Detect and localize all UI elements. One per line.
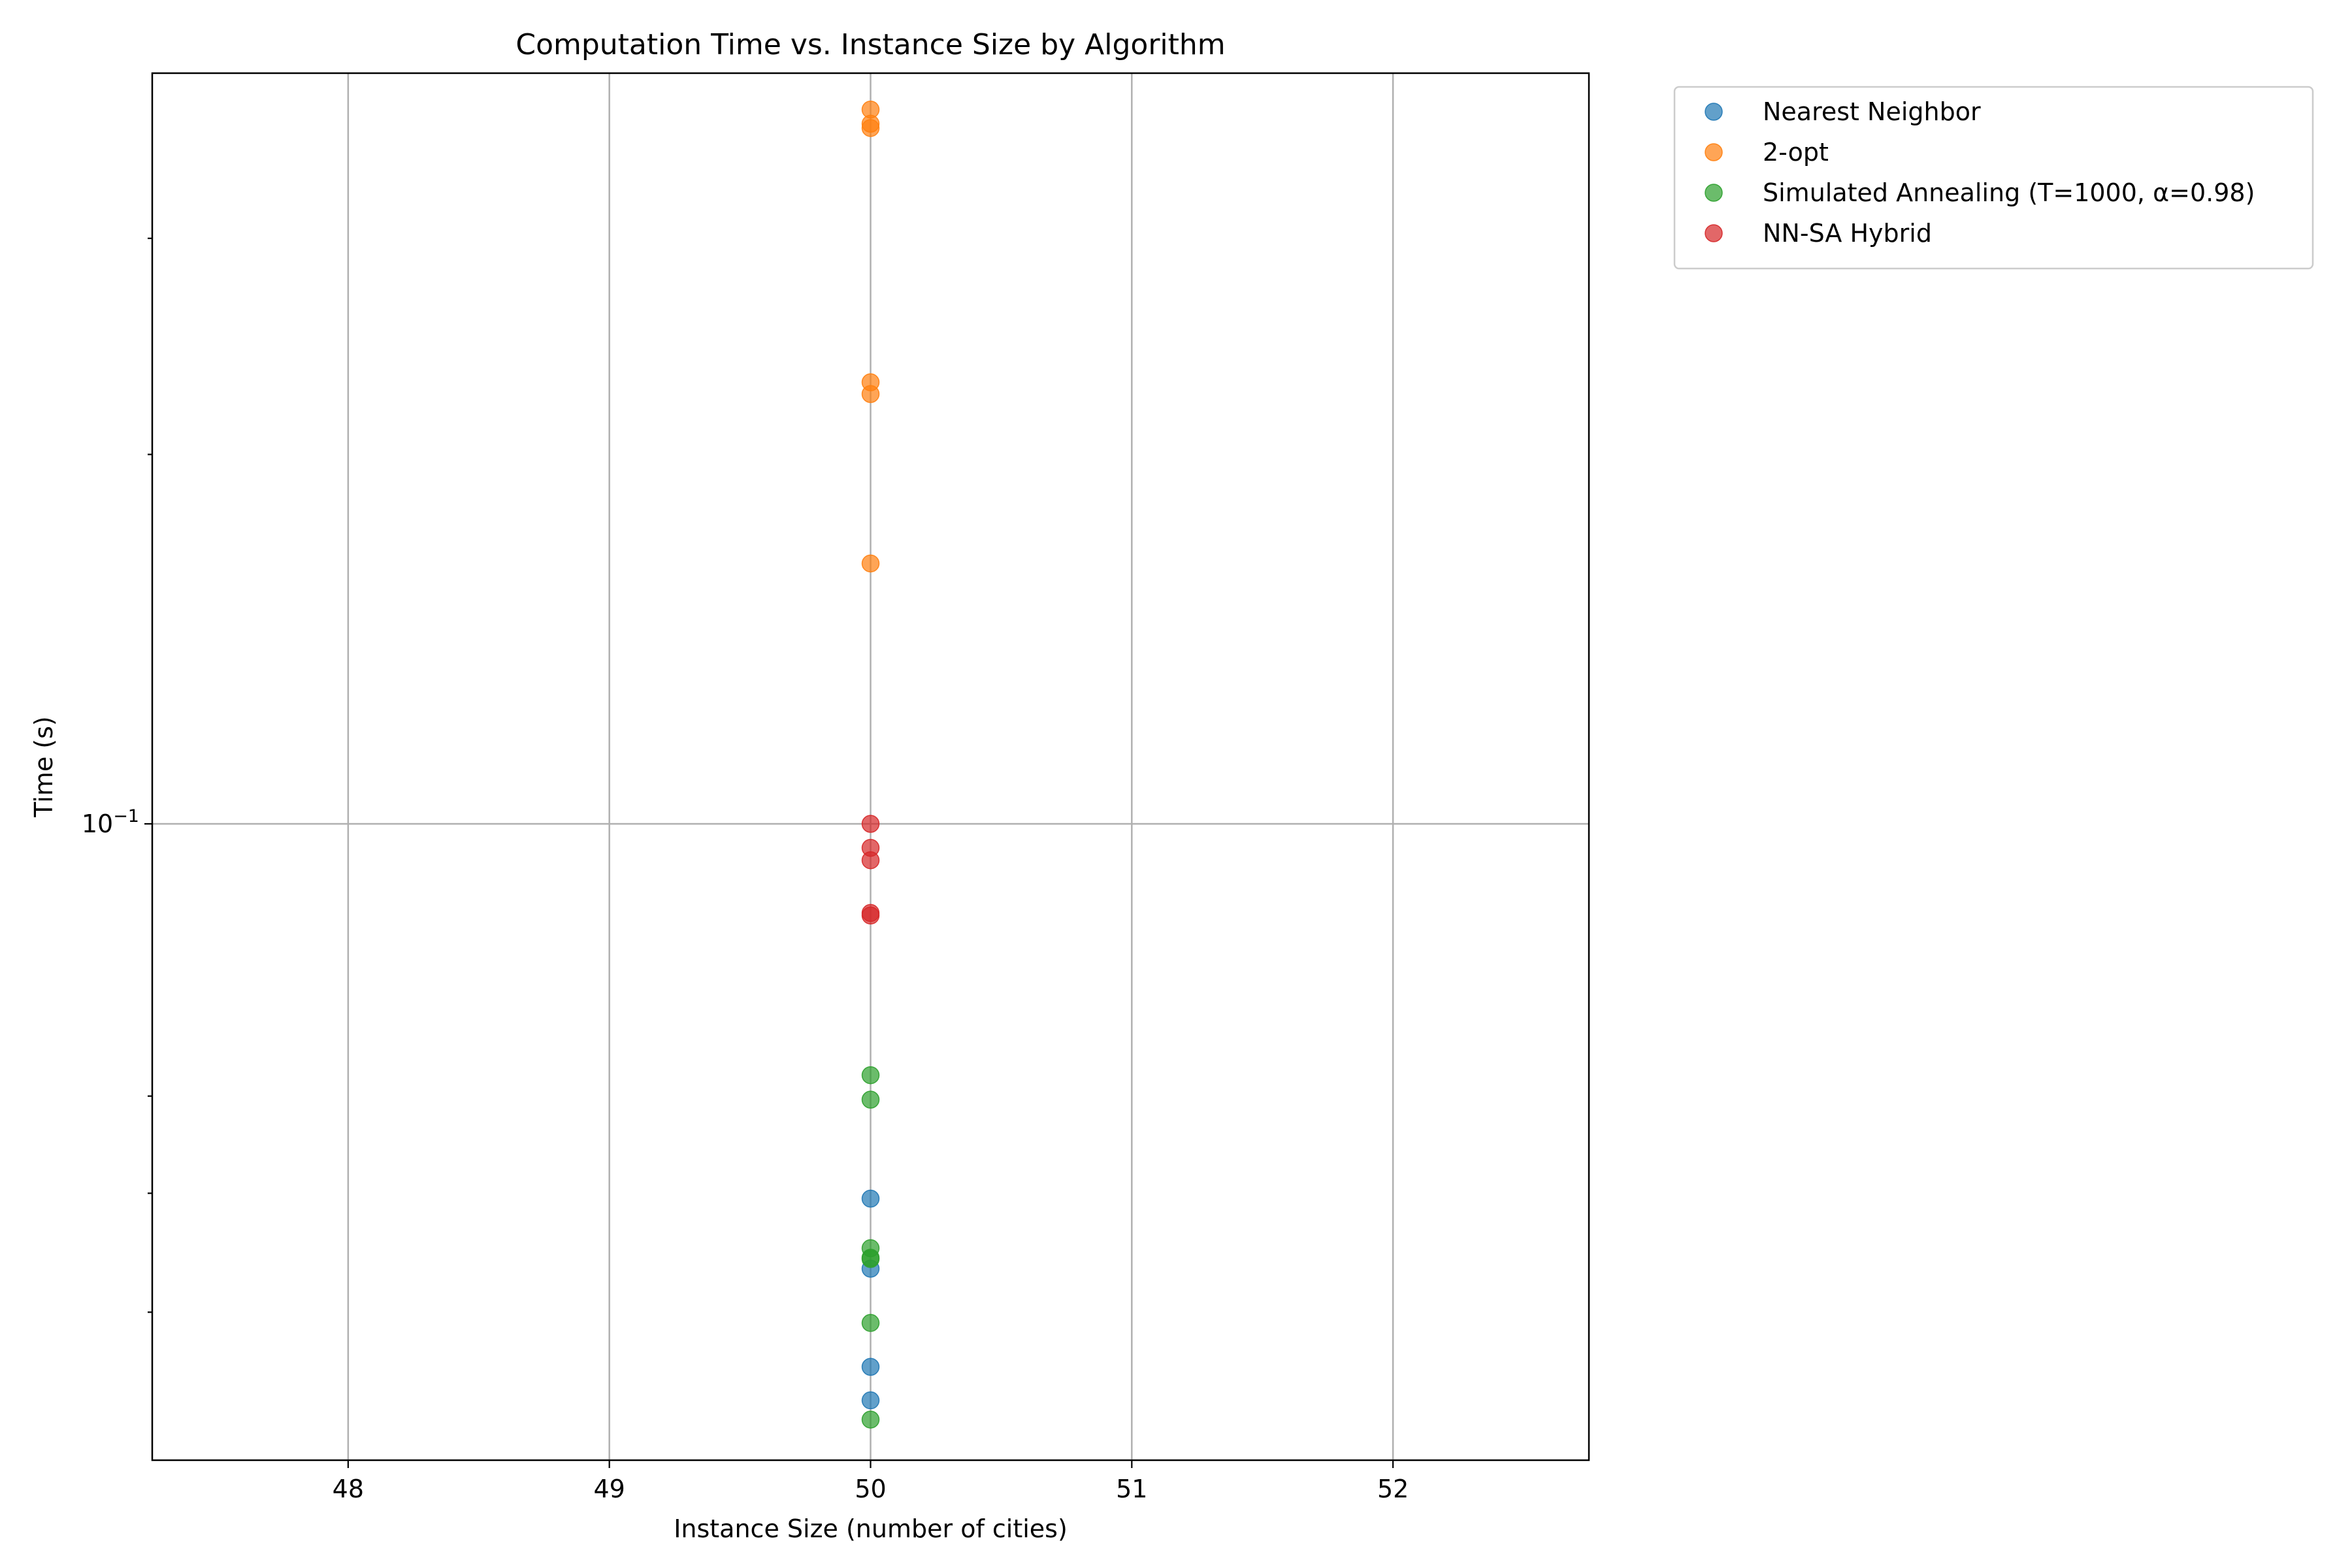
data-point xyxy=(861,851,880,870)
points-layer xyxy=(861,100,880,1429)
legend-marker xyxy=(1705,224,1723,242)
data-point xyxy=(861,119,880,137)
data-point xyxy=(861,1066,880,1085)
data-point xyxy=(861,385,880,403)
x-tick-label: 52 xyxy=(1377,1475,1409,1503)
data-point xyxy=(861,1391,880,1410)
data-point xyxy=(861,1250,880,1268)
legend-marker xyxy=(1705,103,1723,121)
data-point xyxy=(861,1411,880,1429)
y-axis-label: Time (s) xyxy=(29,716,58,818)
x-axis-label: Instance Size (number of cities) xyxy=(674,1514,1068,1543)
plot-area-frame xyxy=(151,72,1590,1462)
data-point xyxy=(861,1314,880,1332)
y-tick-label: 10−1 xyxy=(82,806,139,838)
x-tick-label: 49 xyxy=(594,1475,625,1503)
x-tick-label: 48 xyxy=(333,1475,364,1503)
data-point xyxy=(861,554,880,573)
legend-marker xyxy=(1705,143,1723,161)
data-point xyxy=(861,815,880,833)
legend-label: 2-opt xyxy=(1763,138,1829,167)
legend-marker xyxy=(1705,184,1723,202)
x-tick-label: 50 xyxy=(855,1475,886,1503)
data-point xyxy=(861,1090,880,1109)
data-point xyxy=(861,1189,880,1208)
legend-label: NN-SA Hybrid xyxy=(1763,219,1932,248)
legend-box xyxy=(1673,86,2314,270)
x-tick-label: 51 xyxy=(1116,1475,1147,1503)
data-point xyxy=(861,906,880,925)
legend-label: Simulated Annealing (T=1000, α=0.98) xyxy=(1763,178,2255,207)
legend: Nearest Neighbor 2-opt Simulated Annealing… xyxy=(1673,86,2314,270)
legend-items: Nearest Neighbor 2-opt Simulated Annealing… xyxy=(1705,97,2255,248)
data-point xyxy=(861,1358,880,1376)
chart-title: Computation Time vs. Instance Size by Al… xyxy=(515,28,1225,61)
ticks-layer: 48 49 50 51 52 10−1 xyxy=(82,237,1409,1503)
legend-label: Nearest Neighbor xyxy=(1763,97,1981,126)
